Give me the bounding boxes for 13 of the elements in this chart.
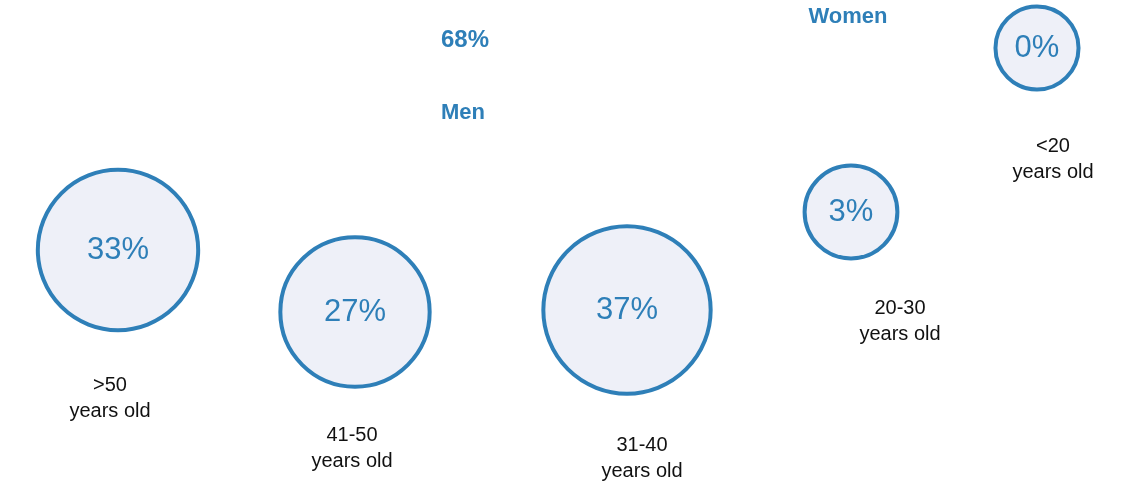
category-label: 20-30 years old bbox=[859, 296, 941, 344]
category-label: >50 years old bbox=[69, 373, 151, 421]
data-label: 0% bbox=[1014, 29, 1060, 64]
category-label: 41-50 years old bbox=[311, 423, 393, 471]
data-label: 3% bbox=[828, 193, 874, 228]
data-label: 33% bbox=[86, 231, 150, 266]
text: 68% bbox=[440, 25, 490, 52]
text: Women bbox=[808, 3, 888, 28]
data-label: 37% bbox=[595, 291, 659, 326]
category-label: <20 years old bbox=[1012, 134, 1094, 182]
data-label: 27% bbox=[323, 293, 387, 328]
category-label: 31-40 years old bbox=[601, 433, 683, 481]
text: Men bbox=[441, 99, 485, 124]
